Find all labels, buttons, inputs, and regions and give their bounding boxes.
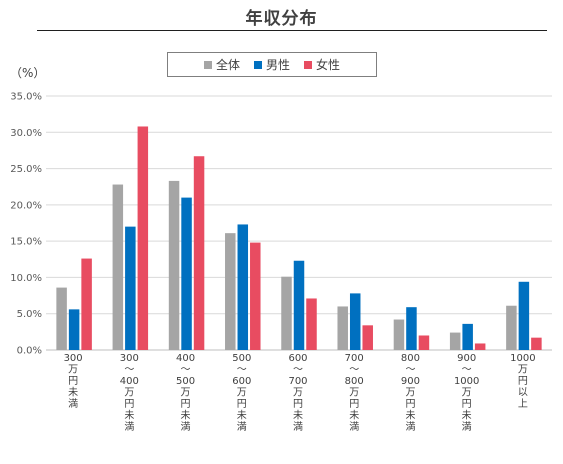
legend-label-female: 女性	[316, 58, 341, 72]
x-category-label: 1000 万円以上	[510, 353, 535, 410]
bar	[225, 233, 236, 350]
bar	[406, 307, 417, 350]
bar	[81, 258, 92, 350]
bar	[349, 293, 361, 350]
x-category-label: 400 〜 500 万円未満	[176, 353, 195, 433]
legend-label-all: 全体	[215, 58, 240, 72]
x-category-label: 500 〜 600 万円未満	[232, 353, 251, 433]
y-tick-label: 15.0%	[10, 237, 42, 248]
y-tick-label: 25.0%	[10, 164, 42, 175]
x-category-label: 900 〜 1000 万円未満	[454, 353, 479, 433]
x-category-label: 600 〜 700 万円未満	[288, 353, 307, 433]
x-category-label: 700 〜 800 万円未満	[345, 353, 364, 433]
bar	[250, 242, 261, 350]
bar	[56, 287, 67, 350]
chart-title: 年収分布	[245, 9, 318, 29]
x-category-label: 300 万円未満	[64, 353, 83, 410]
bar	[531, 337, 542, 350]
y-tick-label: 30.0%	[10, 128, 42, 139]
legend-item-all: 全体	[203, 56, 240, 73]
legend-item-female: 女性	[304, 56, 340, 73]
bar	[137, 126, 149, 350]
legend-label-male: 男性	[265, 58, 290, 72]
y-tick-label: 20.0%	[10, 200, 42, 211]
bar	[393, 319, 405, 350]
y-tick-label: 35.0%	[10, 92, 42, 103]
legend-swatch-all	[203, 60, 212, 69]
bar	[462, 323, 473, 350]
bar	[306, 298, 317, 350]
bar	[506, 305, 517, 350]
y-tick-label: 0.0%	[17, 346, 42, 357]
x-category-label: 300 〜 400 万円未満	[120, 353, 139, 433]
legend-item-male: 男性	[253, 56, 290, 73]
legend: 全体 男性 女性	[167, 52, 377, 77]
bar	[474, 343, 486, 350]
bar	[112, 184, 124, 350]
bar	[68, 309, 80, 350]
bar	[449, 332, 461, 350]
y-axis-unit-label: （%）	[10, 66, 46, 80]
legend-swatch-male	[253, 60, 262, 69]
bar	[181, 197, 192, 350]
legend-swatch-female	[304, 60, 312, 69]
bar	[193, 156, 205, 350]
title-underline	[37, 30, 547, 31]
x-category-label: 800 〜 900 万円未満	[401, 353, 420, 433]
bar	[237, 224, 249, 350]
bar	[418, 335, 430, 350]
bar	[337, 306, 348, 350]
bar	[293, 260, 305, 350]
bar	[518, 281, 530, 350]
bar	[125, 226, 136, 350]
bar	[281, 276, 292, 350]
y-tick-label: 10.0%	[10, 273, 42, 284]
y-tick-label: 5.0%	[17, 309, 42, 320]
bar	[168, 180, 180, 350]
bar	[362, 325, 373, 350]
